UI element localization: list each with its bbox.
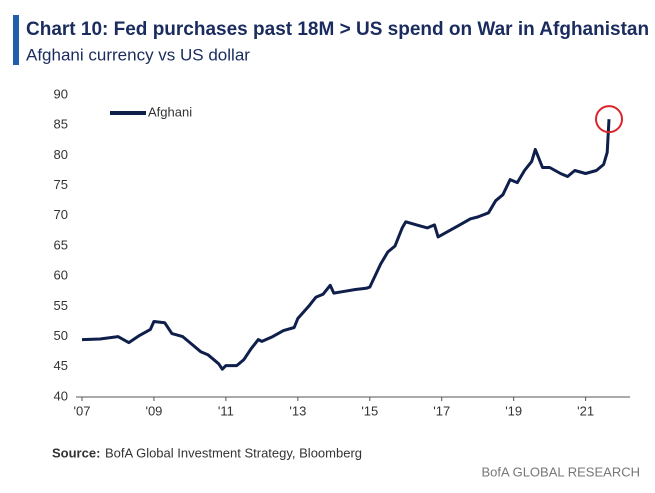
x-tick-label: '15 <box>361 403 378 418</box>
y-tick-label: 80 <box>54 147 68 162</box>
legend-label: Afghani <box>148 104 192 119</box>
chart-title: Chart 10: Fed purchases past 18M > US sp… <box>26 19 649 40</box>
x-tick-label: '17 <box>433 403 450 418</box>
source: BofA Global Investment Strategy, Bloombe… <box>105 445 362 460</box>
y-tick-label: 75 <box>54 177 68 192</box>
chart-subtitle: Afghani currency vs US dollar <box>26 45 250 64</box>
y-tick-label: 70 <box>54 207 68 222</box>
x-tick-label: '11 <box>218 403 234 418</box>
footer: BofA GLOBAL RESEARCH <box>482 464 640 479</box>
y-tick-label: 40 <box>54 388 68 403</box>
x-tick-label: '07 <box>74 403 91 418</box>
y-tick-label: 65 <box>54 237 68 252</box>
y-tick-label: 50 <box>54 328 68 343</box>
title-bar <box>13 15 19 65</box>
x-tick-label: '21 <box>577 403 594 418</box>
x-tick-label: '19 <box>505 403 522 418</box>
y-tick-label: 55 <box>54 298 68 313</box>
x-tick-label: '13 <box>289 403 306 418</box>
highlight-circle <box>595 105 624 134</box>
y-tick-label: 90 <box>54 86 68 101</box>
y-tick-label: 85 <box>54 117 68 132</box>
source-label: Source: <box>52 445 100 460</box>
y-tick-label: 45 <box>54 358 68 373</box>
x-tick-label: '09 <box>145 403 162 418</box>
series-line <box>81 119 611 371</box>
y-tick-label: 60 <box>54 268 68 283</box>
